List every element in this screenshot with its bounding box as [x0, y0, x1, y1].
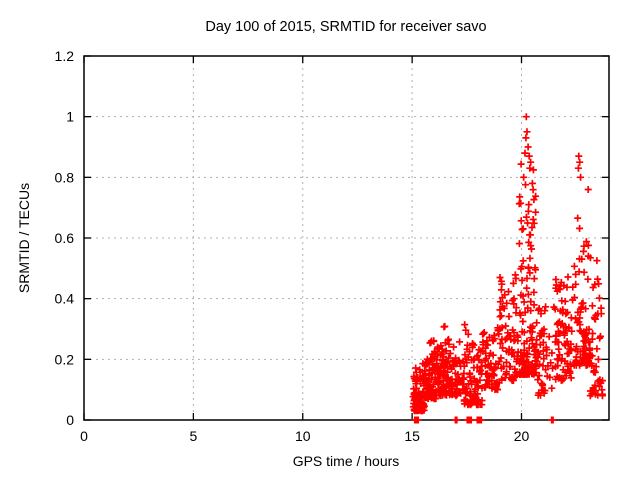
y-axis-label: SRMTID / TECUs: [16, 183, 32, 293]
x-tick-label: 20: [514, 428, 530, 444]
y-tick-label: 1: [66, 109, 74, 125]
y-tick-labels: 0 0.2 0.4 0.6 0.8 1 1.2: [55, 48, 75, 428]
x-tick-labels: 0 5 10 15 20: [80, 428, 529, 444]
baseline-markers: [411, 416, 557, 424]
chart-title: Day 100 of 2015, SRMTID for receiver sav…: [205, 19, 486, 35]
plot-border: [83, 55, 610, 421]
y-tick-label: 0.8: [55, 169, 75, 185]
x-tick-label: 10: [295, 428, 311, 444]
y-tick-label: 0.2: [55, 351, 75, 367]
x-axis-label: GPS time / hours: [293, 453, 400, 469]
x-tick-label: 15: [404, 428, 420, 444]
y-tick-label: 0.6: [55, 230, 75, 246]
grid-lines: [84, 56, 609, 420]
y-tick-label: 1.2: [55, 48, 75, 64]
y-tick-label: 0: [66, 412, 74, 428]
x-tick-label: 5: [189, 428, 197, 444]
x-tick-label: 0: [80, 428, 88, 444]
y-tick-label: 0.4: [55, 291, 75, 307]
scatter-points: [409, 113, 606, 415]
